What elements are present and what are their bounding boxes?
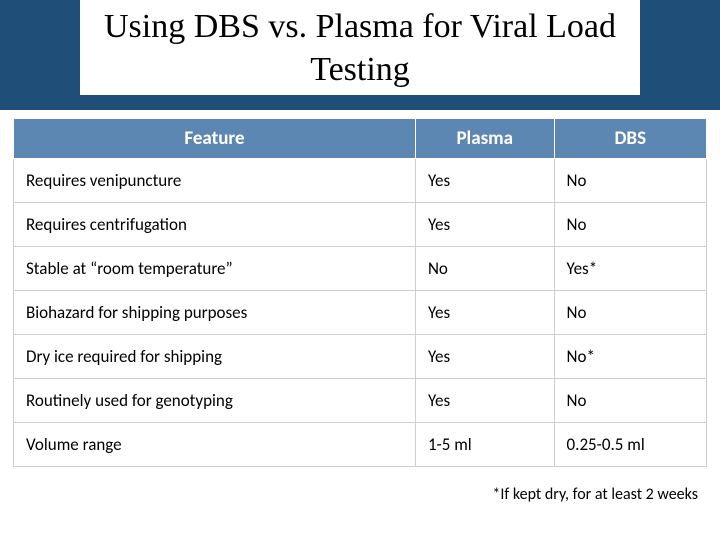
table-row: Biohazard for shipping purposes Yes No [14, 291, 707, 335]
feature-cell: Volume range [14, 423, 416, 467]
feature-cell: Requires venipuncture [14, 159, 416, 203]
slide-title: Using DBS vs. Plasma for Viral Load Test… [80, 0, 640, 95]
feature-cell: Routinely used for genotyping [14, 379, 416, 423]
plasma-cell: Yes [415, 379, 554, 423]
feature-cell: Dry ice required for shipping [14, 335, 416, 379]
dbs-cell: No [554, 203, 706, 247]
dbs-cell: No [554, 379, 706, 423]
feature-cell: Biohazard for shipping purposes [14, 291, 416, 335]
comparison-table: Feature Plasma DBS Requires venipuncture… [13, 118, 707, 467]
plasma-cell: Yes [415, 335, 554, 379]
footnote: *If kept dry, for at least 2 weeks [0, 467, 720, 504]
plasma-cell: Yes [415, 159, 554, 203]
col-header-dbs: DBS [554, 119, 706, 159]
dbs-cell: No* [554, 335, 706, 379]
table-row: Routinely used for genotyping Yes No [14, 379, 707, 423]
plasma-cell: Yes [415, 291, 554, 335]
table-row: Stable at “room temperature” No Yes* [14, 247, 707, 291]
dbs-cell: Yes* [554, 247, 706, 291]
table-row: Requires venipuncture Yes No [14, 159, 707, 203]
table-row: Volume range 1-5 ml 0.25-0.5 ml [14, 423, 707, 467]
plasma-cell: Yes [415, 203, 554, 247]
dbs-cell: No [554, 159, 706, 203]
dbs-cell: 0.25-0.5 ml [554, 423, 706, 467]
col-header-plasma: Plasma [415, 119, 554, 159]
col-header-feature: Feature [14, 119, 416, 159]
title-band: Using DBS vs. Plasma for Viral Load Test… [0, 0, 720, 110]
table-row: Requires centrifugation Yes No [14, 203, 707, 247]
dbs-cell: No [554, 291, 706, 335]
table-row: Dry ice required for shipping Yes No* [14, 335, 707, 379]
feature-cell: Requires centrifugation [14, 203, 416, 247]
plasma-cell: 1-5 ml [415, 423, 554, 467]
plasma-cell: No [415, 247, 554, 291]
table-header-row: Feature Plasma DBS [14, 119, 707, 159]
feature-cell: Stable at “room temperature” [14, 247, 416, 291]
